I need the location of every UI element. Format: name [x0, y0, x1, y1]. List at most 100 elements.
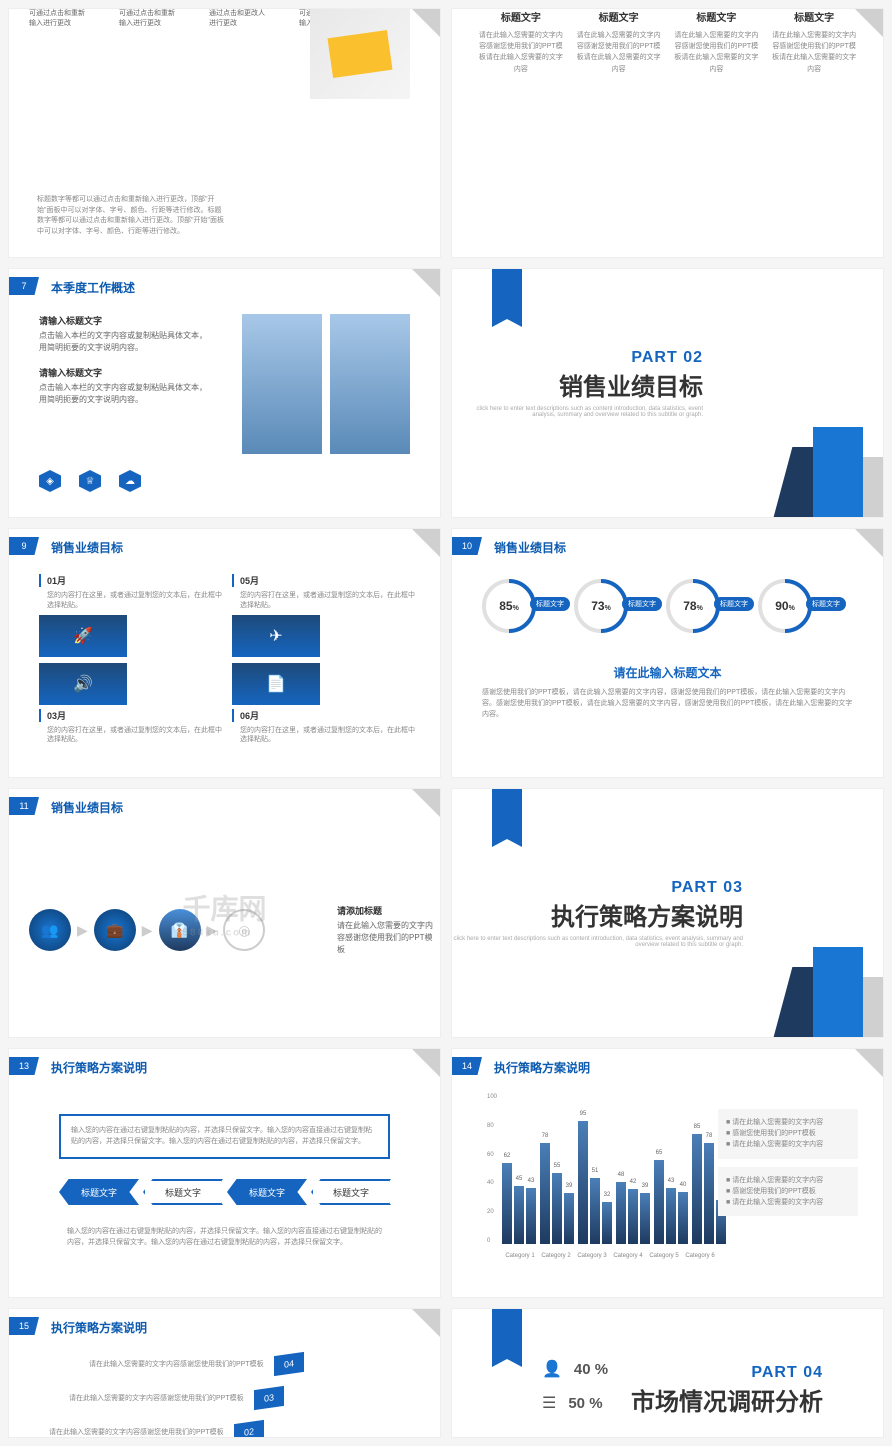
person-icon: 👤 [542, 1359, 562, 1379]
slide-part-04: PART 04 市场情况调研分析 👤40 % ☰50 % [451, 1308, 884, 1438]
col-title: 标题文字 [769, 9, 859, 24]
corner-decoration [412, 1309, 440, 1337]
legend-item: 请在此输入您需要的文字内容 [726, 1175, 850, 1186]
slide-title: 销售业绩目标 [494, 539, 566, 556]
bar: 55 [552, 1173, 562, 1245]
part-title: 市场情况调研分析 [631, 1382, 823, 1417]
left-content: 请输入标题文字点击输入本栏的文字内容或复制粘贴具体文本，用简明扼要的文字说明内容… [39, 314, 209, 418]
step-list: 请在此输入您需要的文字内容感谢您使用我们的PPT模板 04 请在此输入您需要的文字内… [49, 1354, 304, 1438]
slide-number: 13 [9, 1057, 39, 1075]
arrow-row: 标题文字 标题文字 标题文字 标题文字 [59, 1179, 391, 1205]
month-label: 03月 [39, 709, 226, 722]
corner-decoration [412, 789, 440, 817]
step-row: 请在此输入您需要的文字内容感谢您使用我们的PPT模板02 [49, 1422, 304, 1438]
bar: 32 [602, 1202, 612, 1244]
slide-9: 9 销售业绩目标 01月您的内容打在这里，或者通过复制您的文本后，在此框中选择粘… [8, 528, 441, 778]
bars: 624543785539955132484239654340857834 [502, 1114, 722, 1244]
col-title: 标题文字 [476, 9, 566, 24]
slide-number: 15 [9, 1317, 39, 1335]
stats: 👤40 % ☰50 % [542, 1359, 608, 1427]
icon-row: ◈ ♕ ☁ [39, 470, 141, 492]
month-label: 01月 [39, 574, 226, 587]
x-label: Category 4 [610, 1253, 646, 1259]
corner-decoration [412, 1049, 440, 1077]
interior-image [330, 314, 410, 454]
ring-circle: 73% [574, 579, 628, 633]
document-icon: 📄 [232, 663, 320, 705]
bar: 62 [502, 1163, 512, 1244]
text-box-bottom: 输入您的内容在通过右键复制粘贴的内容，并选择只保留文字。输入您的内容直接通过右键… [59, 1219, 390, 1256]
ring-label: 标题文字 [530, 597, 570, 611]
chart-desc: 感谢您使用我们的PPT模板，请在此输入您需要的文字内容，感谢您使用我们的PPT模… [482, 687, 853, 721]
bar: 43 [526, 1188, 536, 1244]
arrow-icon: ▶ [207, 922, 218, 939]
ribbon-decoration [492, 789, 522, 839]
bar: 40 [678, 1192, 688, 1244]
slide-part-03: PART 03 执行策略方案说明 click here to enter tex… [451, 788, 884, 1038]
slide-title: 本季度工作概述 [51, 279, 135, 296]
geometric-decoration [763, 917, 883, 1037]
slide-number: 7 [9, 277, 39, 295]
slide-13: 13 执行策略方案说明 输入您的内容在通过右键复制粘贴的内容，并选择只保留文字。… [8, 1048, 441, 1298]
person-image: 👔 [159, 909, 201, 951]
hexagon-icon: ☁ [119, 470, 141, 492]
hexagon-icon: ♕ [79, 470, 101, 492]
ring-value: 73% [591, 599, 611, 613]
stat-value: 40 % [574, 1361, 608, 1378]
x-label: Category 3 [574, 1253, 610, 1259]
legend-box: 请在此输入您需要的文字内容感谢您使用我们的PPT模板请在此输入您需要的文字内容 [718, 1167, 858, 1217]
legend-item: 感谢您使用我们的PPT模板 [726, 1186, 850, 1197]
para-text: 点击输入本栏的文字内容或复制粘贴具体文本，用简明扼要的文字说明内容。 [39, 382, 209, 406]
slide-title: 执行策略方案说明 [51, 1059, 147, 1076]
slide-number: 14 [452, 1057, 482, 1075]
ring-circle: 85% [482, 579, 536, 633]
legend-item: 请在此输入您需要的文字内容 [726, 1117, 850, 1128]
legend: 请在此输入您需要的文字内容感谢您使用我们的PPT模板请在此输入您需要的文字内容请… [718, 1109, 858, 1224]
slide-10: 10 销售业绩目标 85%标题文字73%标题文字78%标题文字90%标题文字 请… [451, 528, 884, 778]
bar-group: 654340 [654, 1160, 688, 1245]
arrow-label: 标题文字 [59, 1179, 139, 1205]
building-image [242, 314, 322, 454]
month-grid: 01月您的内容打在这里，或者通过复制您的文本后，在此框中选择粘贴。🚀 05月您的… [39, 574, 419, 749]
slide-title: 执行策略方案说明 [51, 1319, 147, 1336]
legend-item: 请在此输入您需要的文字内容 [726, 1139, 850, 1150]
slide-15: 15 执行策略方案说明 请在此输入您需要的文字内容感谢您使用我们的PPT模板 04… [8, 1308, 441, 1438]
bar: 48 [616, 1182, 626, 1244]
col-body: 请在此输入您需要的文字内容感谢您使用我们的PPT模板请在此输入您需要的文字内容 [476, 30, 566, 75]
legend-box: 请在此输入您需要的文字内容感谢您使用我们的PPT模板请在此输入您需要的文字内容 [718, 1109, 858, 1159]
ring-circle: 78% [666, 579, 720, 633]
col-body: 请在此输入您需要的文字内容感谢您使用我们的PPT模板请在此输入您需要的文字内容 [671, 30, 761, 75]
month-label: 05月 [232, 574, 419, 587]
x-label: Category 2 [538, 1253, 574, 1259]
ribbon-decoration [492, 1309, 522, 1359]
step-text: 请在此输入您需要的文字内容感谢您使用我们的PPT模板 [69, 1393, 244, 1403]
col-text: 通过点击和更改人进行更改 [209, 9, 269, 29]
step-number: 04 [274, 1352, 304, 1376]
slide-7: 7 本季度工作概述 请输入标题文字点击输入本栏的文字内容或复制粘贴具体文本，用简… [8, 268, 441, 518]
process-flow: 👥 ▶ 💼 ▶ 👔 ▶ ◎ [29, 909, 265, 951]
rocket-icon: 🚀 [39, 615, 127, 657]
bar: 45 [514, 1186, 524, 1245]
corner-decoration [855, 9, 883, 37]
plane-icon: ✈ [232, 615, 320, 657]
bar: 39 [564, 1193, 574, 1244]
x-label: Category 5 [646, 1253, 682, 1259]
hexagon-icon: ◈ [39, 470, 61, 492]
slide-number: 9 [9, 537, 39, 555]
people-icon: 👥 [29, 909, 71, 951]
ribbon-decoration [492, 269, 522, 319]
bar: 65 [654, 1160, 664, 1245]
x-label: Category 1 [502, 1253, 538, 1259]
month-desc: 您的内容打在这里，或者通过复制您的文本后，在此框中选择粘贴。 [240, 726, 419, 746]
para-heading: 请输入标题文字 [39, 366, 209, 379]
slide-title: 销售业绩目标 [51, 539, 123, 556]
para-text: 点击输入本栏的文字内容或复制粘贴具体文本，用简明扼要的文字说明内容。 [39, 330, 209, 354]
legend-item: 感谢您使用我们的PPT模板 [726, 1128, 850, 1139]
ring-value: 90% [775, 599, 795, 613]
bar-group: 785539 [540, 1143, 574, 1244]
y-axis: 100806040200 [487, 1094, 497, 1244]
slide-11: 11 销售业绩目标 👥 ▶ 💼 ▶ 👔 ▶ ◎ 请添加标题 请在此输入您需要的文… [8, 788, 441, 1038]
month-desc: 您的内容打在这里，或者通过复制您的文本后，在此框中选择粘贴。 [47, 591, 226, 611]
col-body: 请在此输入您需要的文字内容感谢您使用我们的PPT模板请在此输入您需要的文字内容 [769, 30, 859, 75]
columns: 标题文字请在此输入您需要的文字内容感谢您使用我们的PPT模板请在此输入您需要的文… [452, 9, 883, 75]
